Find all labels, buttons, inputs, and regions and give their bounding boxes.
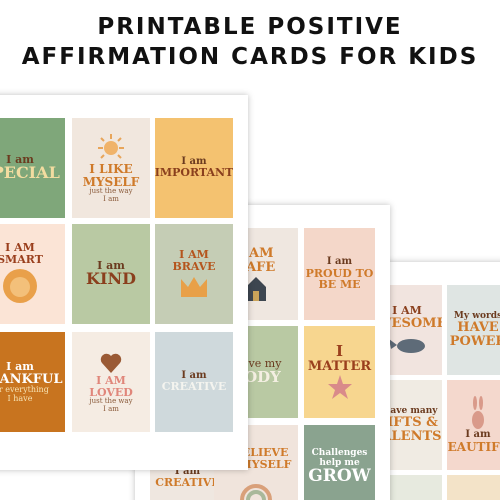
card-text: IMPORTANT [155,166,233,180]
card-text: My words [453,310,500,321]
card-text: GIFTS & [376,415,438,431]
card-text: I am [97,258,125,272]
lion-icon [3,268,37,303]
card-text: I AM [179,248,209,262]
card: I am KIND [72,224,150,324]
card-text: I am [181,369,207,381]
card-text: LOVED [89,385,133,399]
card-text: I am [6,360,34,374]
card: I AM BRAVE [155,224,233,324]
card-text: Challenges [311,448,368,459]
card-text: I BELIEVE [223,446,289,459]
title-line: AFFIRMATION CARDS FOR KIDS [21,44,479,70]
card-text: I am [326,256,353,268]
card [390,475,442,500]
card: I am THANKFUL for everything I have [0,332,65,432]
card-text: CREATIVE [155,476,220,490]
house-icon [246,276,266,301]
card-text: I AM [96,374,126,388]
card-text: I love my [230,357,282,371]
card-text: help me [319,457,360,468]
star-icon [327,374,352,399]
whale-icon [389,338,425,353]
title-line: PRINTABLE POSITIVE [97,14,403,40]
card: Challenges help me GROW [304,425,375,500]
card-text: PROUD TO [305,266,374,280]
heart-icon [100,353,122,374]
card-text: THANKFUL [0,371,63,387]
card-text: I am [174,465,201,477]
card-text: CREATIVE [161,380,227,394]
card-text: BEAUTIFUL [447,439,500,454]
card-text: KIND [86,269,136,289]
card: I am PROUD TO BE ME [304,228,375,320]
card-text: GROW [308,466,371,487]
card-text: I have [7,393,33,403]
card: I am BEAUTIFUL [447,380,500,470]
card-text: I am [6,152,34,166]
card-text: I AM [5,241,35,255]
card: I AM SMART [0,224,65,324]
card-text: I [335,342,344,361]
card-text: HAVE [457,320,499,336]
card: I am IMPORTANT [155,118,233,218]
card-text: I am [465,429,491,441]
card-text: BRAVE [172,260,216,273]
card-text: I am [103,194,119,203]
card-text: MYSELF [82,174,140,189]
card-text: IN MYSELF [220,457,292,471]
card-text: I AM [392,304,422,318]
card: I am CREATIVE [155,332,233,432]
card: I MATTER [304,326,375,418]
card-text: just the way [89,397,133,406]
sun-icon [98,134,124,159]
card-text: just the way [89,187,133,196]
card: My words HAVE POWER [447,285,500,375]
card-text: I am [103,404,119,413]
crown-icon [181,276,207,297]
bunny-icon [472,396,484,430]
card-text: MATTER [307,359,372,375]
rainbow-icon [240,484,272,500]
card-text: SMART [0,253,43,266]
card-text: BE ME [318,278,361,292]
card: I LIKE MYSELF just the way I am [72,118,150,218]
card-text: I am [181,155,207,167]
card: I AM LOVED just the way I am [72,332,150,432]
card-text: for everything [0,385,49,395]
card: I am SPECIAL [0,118,65,218]
card-text: I LIKE [89,162,133,177]
card-text: POWER [449,333,500,349]
card-text: I have many [376,405,438,416]
card-text: SPECIAL [0,163,60,183]
card [447,475,500,500]
